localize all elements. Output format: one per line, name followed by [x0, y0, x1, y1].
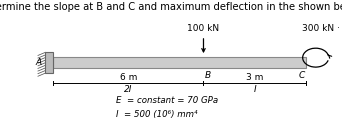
Text: C: C	[298, 71, 304, 80]
Text: B: B	[205, 71, 211, 80]
Text: A: A	[36, 58, 42, 67]
Text: E  = constant = 70 GPa: E = constant = 70 GPa	[116, 96, 219, 105]
Text: 3 m: 3 m	[246, 73, 263, 82]
Text: 300 kN · m: 300 kN · m	[302, 24, 342, 33]
Text: 2I: 2I	[124, 85, 132, 94]
Text: I: I	[253, 85, 256, 94]
Text: 100 kN: 100 kN	[187, 24, 220, 33]
Text: 6 m: 6 m	[120, 73, 137, 82]
Bar	[45, 52, 53, 73]
Bar	[53, 57, 306, 68]
Text: Determine the slope at B and C and maximum deflection in the shown beam.: Determine the slope at B and C and maxim…	[0, 2, 342, 12]
Text: I  = 500 (10⁶) mm⁴: I = 500 (10⁶) mm⁴	[116, 110, 198, 119]
